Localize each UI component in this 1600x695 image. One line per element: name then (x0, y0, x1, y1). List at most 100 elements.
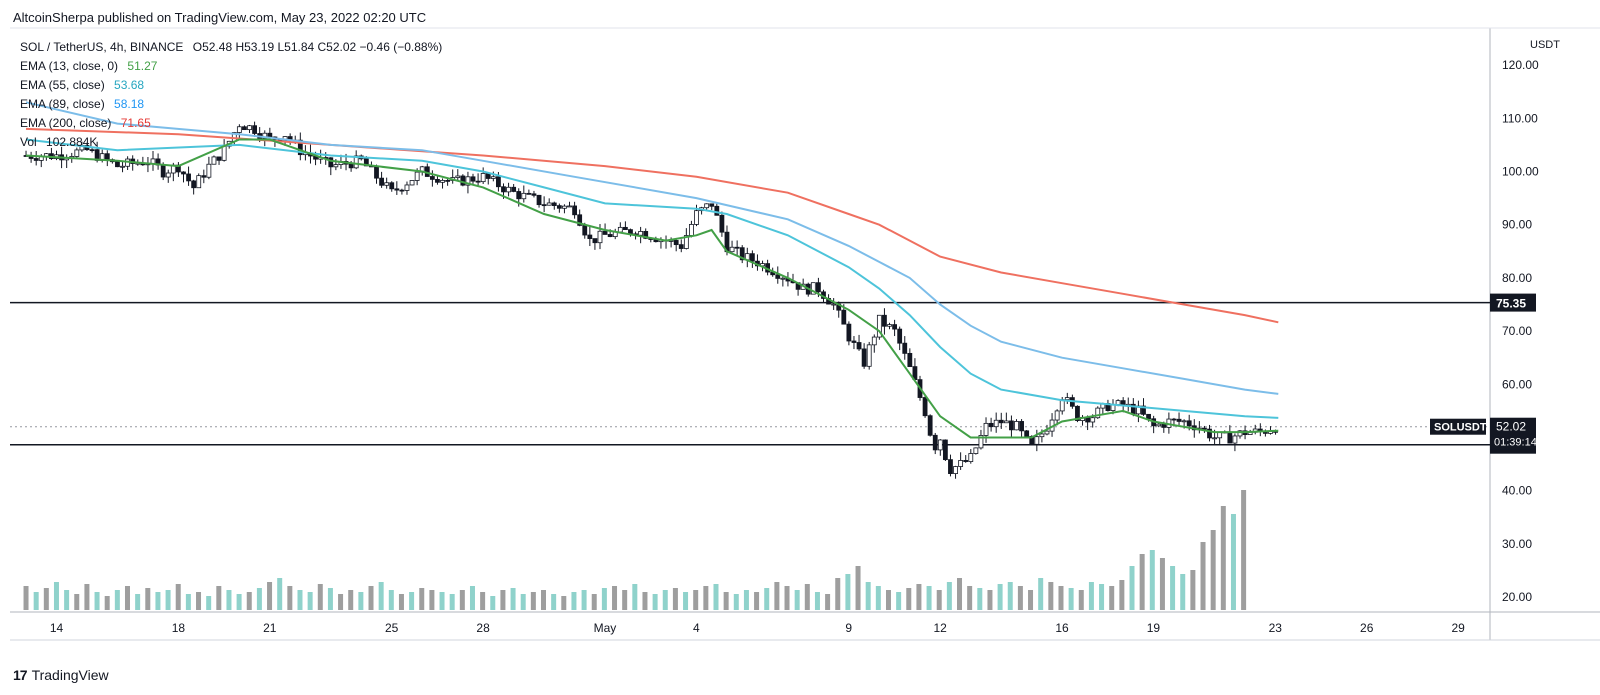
y-tick-label: 60.00 (1502, 377, 1532, 391)
candle-body (953, 466, 958, 474)
candle-body (480, 173, 486, 183)
candle-body (882, 314, 887, 327)
candle-body (739, 247, 745, 261)
volume-bar (764, 588, 770, 610)
symbol-label: SOLUSDT (1434, 422, 1487, 434)
tradingview-brand[interactable]: 17 TradingView (13, 667, 109, 683)
candle-body (1009, 420, 1014, 431)
volume-bar (520, 594, 526, 610)
legend-symbol: SOL / TetherUS, 4h, BINANCE (20, 40, 184, 54)
volume-bar (530, 592, 536, 610)
candle-body (1014, 421, 1019, 431)
volume-bar (1170, 566, 1176, 610)
candle-body (242, 126, 247, 131)
volume-bar (551, 594, 557, 610)
legend-vol-label: Vol (20, 135, 37, 149)
candle-body (460, 175, 466, 186)
legend-ema13-row: EMA (13, close, 0) 51.27 (20, 57, 442, 76)
volume-bar (338, 594, 344, 610)
candle-body (729, 246, 735, 253)
volume-bar (145, 588, 151, 610)
candle-body (1141, 405, 1146, 415)
volume-bar (987, 590, 993, 610)
candle-body (678, 244, 684, 249)
candle-body (196, 175, 202, 189)
x-tick-label: 16 (1055, 621, 1069, 635)
volume-bar (317, 584, 323, 610)
candle-body (617, 226, 623, 233)
candle-body (1003, 420, 1009, 424)
volume-bar (1241, 490, 1247, 610)
candle-body (165, 172, 171, 178)
legend-ema55-row: EMA (55, close) 53.68 (20, 76, 442, 95)
candle-body (958, 460, 964, 467)
x-tick-label: 29 (1451, 621, 1465, 635)
ema89-line (25, 101, 1279, 395)
ema55-line (25, 138, 1279, 419)
candle-body (902, 342, 908, 354)
legend-ema200-value: 71.65 (120, 116, 151, 130)
volume-bar (155, 592, 161, 610)
candle-body (435, 178, 440, 183)
horizontal-levels (10, 301, 1490, 446)
candle-body (831, 303, 837, 306)
volume-bar (693, 590, 699, 610)
legend-vol-row: Vol 102.884K (20, 133, 442, 152)
legend: SOL / TetherUS, 4h, BINANCE O52.48 H53.1… (20, 38, 442, 152)
candle-body (1039, 433, 1045, 438)
candle-body (968, 453, 974, 462)
candle-body (841, 309, 847, 325)
volume-bar (1119, 580, 1125, 610)
volume-bar (1048, 582, 1054, 610)
candle-body (988, 422, 994, 428)
volume-bar (246, 592, 252, 610)
candle-body (998, 419, 1004, 424)
volume-bar (480, 592, 486, 610)
candle-body (1181, 420, 1187, 423)
candle-body (191, 180, 197, 189)
volume-bar (652, 594, 658, 610)
volume-bar (297, 590, 303, 610)
y-tick-label: 20.00 (1502, 590, 1532, 604)
tradingview-logo-icon: 17 (13, 667, 28, 683)
candle-body (541, 204, 547, 207)
y-tick-label: 30.00 (1502, 537, 1532, 551)
candle-body (622, 226, 628, 231)
candle-body (861, 348, 867, 367)
volume-bar (33, 592, 39, 610)
volume-bar (885, 590, 891, 610)
candle-body (973, 447, 979, 454)
candle-body (1034, 436, 1040, 445)
candle-body (556, 205, 562, 209)
volume-bar (1200, 542, 1206, 610)
volume-bar (1159, 558, 1165, 610)
candle-body (247, 125, 252, 131)
volume-bar (124, 586, 130, 610)
candle-body (937, 439, 943, 451)
candle-body (643, 231, 649, 239)
candle-body (562, 205, 567, 209)
candle-body (1176, 418, 1182, 422)
candle-body (379, 177, 384, 186)
candle-body (719, 214, 725, 233)
volume-bar (307, 592, 313, 610)
x-tick-label: 12 (933, 621, 947, 635)
volume-bar (662, 590, 668, 610)
volume-bar (754, 592, 760, 610)
volume-bar (946, 582, 952, 610)
bar-countdown-label: 01:39:14 (1494, 437, 1537, 449)
volume-bar (196, 592, 202, 610)
candle-body (1044, 430, 1050, 435)
x-tick-label: May (594, 621, 617, 635)
candle-body (160, 164, 166, 178)
volume-bar (804, 584, 810, 610)
candle-body (74, 149, 80, 157)
candle-body (704, 203, 710, 209)
candle-body (1064, 397, 1070, 401)
volume-bar (267, 582, 273, 610)
candle-body (876, 314, 882, 338)
candle-body (551, 202, 557, 207)
candle-body (1054, 410, 1060, 421)
candle-body (501, 186, 506, 193)
